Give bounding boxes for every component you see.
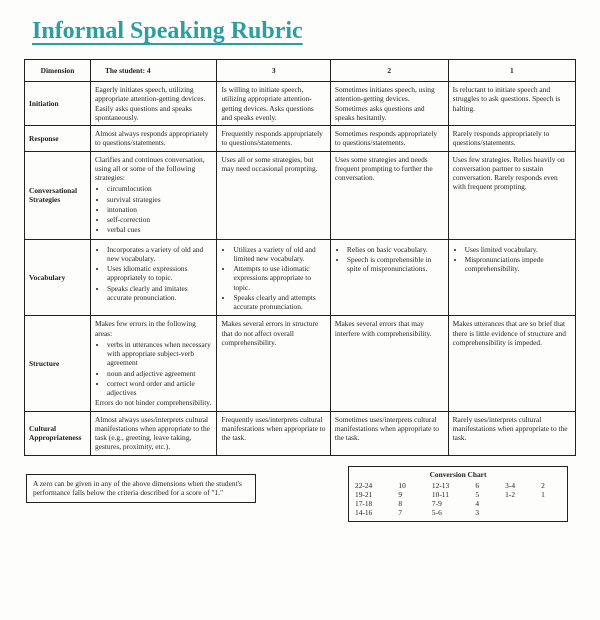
row-dimension: Initiation xyxy=(25,82,91,126)
rubric-table: Dimension The student: 4 3 2 1 Initiatio… xyxy=(24,59,576,456)
cell: Uses few strategies. Relies heavily on c… xyxy=(448,151,575,239)
header-col-1: 1 xyxy=(448,60,575,82)
conv-range: 1-2 xyxy=(505,490,531,499)
cell: Incorporates a variety of old and new vo… xyxy=(91,239,217,316)
conv-range: 12-13 xyxy=(432,481,465,490)
cell: Relies on basic vocabulary.Speech is com… xyxy=(330,239,448,316)
conv-range: 5-6 xyxy=(432,508,465,517)
header-col-4: The student: 4 xyxy=(91,60,217,82)
cell: Makes few errors in the following areas:… xyxy=(91,316,217,411)
table-row: StructureMakes few errors in the followi… xyxy=(25,316,576,411)
conv-score xyxy=(541,499,561,508)
page-title: Informal Speaking Rubric xyxy=(32,18,576,45)
conv-score: 4 xyxy=(475,499,495,508)
conv-range: 7-9 xyxy=(432,499,465,508)
cell: Makes utterances that are so brief that … xyxy=(448,316,575,411)
cell: Is willing to initiate speech, utilizing… xyxy=(217,82,330,126)
table-row: ResponseAlmost always responds appropria… xyxy=(25,126,576,152)
conv-range: 17-18 xyxy=(355,499,388,508)
cell: Makes several errors in structure that d… xyxy=(217,316,330,411)
cell: Almost always uses/interprets cultural m… xyxy=(91,411,217,455)
header-col-3: 3 xyxy=(217,60,330,82)
cell: Almost always responds appropriately to … xyxy=(91,126,217,152)
conv-score: 1 xyxy=(541,490,561,499)
conv-score: 3 xyxy=(475,508,495,517)
cell: Eagerly initiates speech, utilizing appr… xyxy=(91,82,217,126)
conv-range xyxy=(505,508,531,517)
cell: Uses limited vocabulary.Mispronunciation… xyxy=(448,239,575,316)
cell: Rarely responds appropriately to questio… xyxy=(448,126,575,152)
table-row: Conversational StrategiesClarifies and c… xyxy=(25,151,576,239)
conv-score: 7 xyxy=(398,508,422,517)
header-dimension: Dimension xyxy=(25,60,91,82)
zero-note: A zero can be given in any of the above … xyxy=(26,474,256,503)
cell: Uses some strategies and needs frequent … xyxy=(330,151,448,239)
row-dimension: Vocabulary xyxy=(25,239,91,316)
conv-score: 2 xyxy=(541,481,561,490)
table-row: Cultural AppropriatenessAlmost always us… xyxy=(25,411,576,455)
cell: Clarifies and continues conversation, us… xyxy=(91,151,217,239)
conversion-chart: Conversion Chart 22-24 10 12-13 6 3-4 2 19-21 9… xyxy=(348,466,568,522)
cell: Frequently uses/interprets cultural mani… xyxy=(217,411,330,455)
conv-range: 10-11 xyxy=(432,490,465,499)
cell: Sometimes initiates speech, using attent… xyxy=(330,82,448,126)
header-col-2: 2 xyxy=(330,60,448,82)
conv-score: 5 xyxy=(475,490,495,499)
row-dimension: Structure xyxy=(25,316,91,411)
conv-range: 19-21 xyxy=(355,490,388,499)
cell: Makes several errors that may interfere … xyxy=(330,316,448,411)
conv-range: 22-24 xyxy=(355,481,388,490)
conv-score: 6 xyxy=(475,481,495,490)
cell: Sometimes responds appropriately to ques… xyxy=(330,126,448,152)
conv-score xyxy=(541,508,561,517)
conv-range xyxy=(505,499,531,508)
conv-range: 14-16 xyxy=(355,508,388,517)
conv-range: 3-4 xyxy=(505,481,531,490)
cell: Is reluctant to initiate speech and stru… xyxy=(448,82,575,126)
cell: Uses all or some strategies, but may nee… xyxy=(217,151,330,239)
cell: Sometimes uses/interprets cultural manif… xyxy=(330,411,448,455)
cell: Rarely uses/interprets cultural manifest… xyxy=(448,411,575,455)
row-dimension: Response xyxy=(25,126,91,152)
row-dimension: Conversational Strategies xyxy=(25,151,91,239)
cell: Frequently responds appropriately to que… xyxy=(217,126,330,152)
conversion-title: Conversion Chart xyxy=(355,470,561,479)
table-row: VocabularyIncorporates a variety of old … xyxy=(25,239,576,316)
conv-score: 10 xyxy=(398,481,422,490)
conv-score: 9 xyxy=(398,490,422,499)
table-row: InitiationEagerly initiates speech, util… xyxy=(25,82,576,126)
row-dimension: Cultural Appropriateness xyxy=(25,411,91,455)
cell: Utilizes a variety of old and limited ne… xyxy=(217,239,330,316)
conv-score: 8 xyxy=(398,499,422,508)
